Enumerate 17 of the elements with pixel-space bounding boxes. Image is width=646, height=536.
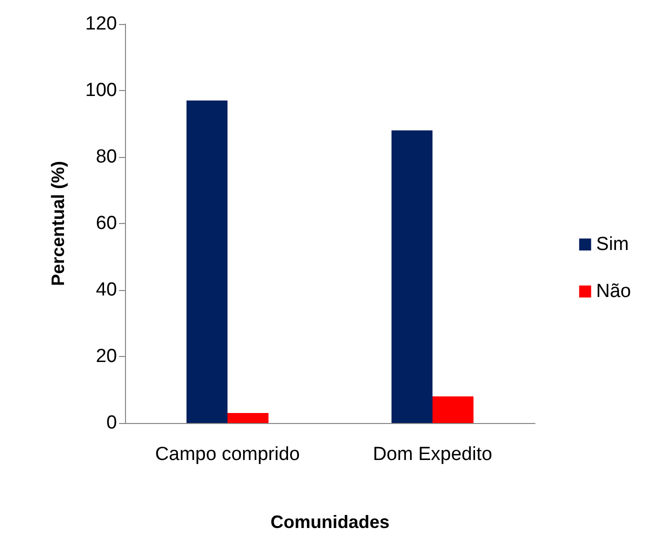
- y-tick-label: 100: [85, 80, 117, 101]
- x-axis-title: Comunidades: [270, 512, 390, 532]
- y-tick-label: 80: [96, 146, 117, 168]
- legend-label: Não: [596, 281, 632, 302]
- y-tick-label: 0: [106, 412, 117, 434]
- y-tick-label: 20: [96, 346, 117, 367]
- x-tick-label: Dom Expedito: [372, 444, 492, 465]
- y-tick-label: 120: [85, 14, 117, 34]
- bar: [186, 100, 228, 423]
- bar: [228, 413, 268, 423]
- bar: [432, 396, 474, 423]
- x-tick-label: Campo comprido: [155, 444, 300, 465]
- y-axis-title: Percentual (%): [48, 160, 68, 286]
- y-tick-label: 60: [96, 213, 117, 234]
- bar: [392, 130, 432, 423]
- y-tick-label: 40: [96, 280, 117, 300]
- legend-label: Sim: [596, 234, 629, 255]
